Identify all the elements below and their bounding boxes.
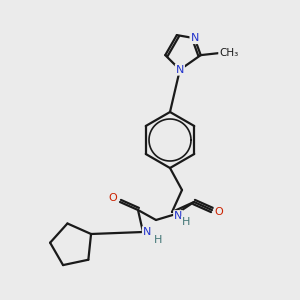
Text: N: N (176, 65, 184, 75)
Text: N: N (190, 33, 199, 43)
Text: CH₃: CH₃ (219, 48, 239, 58)
Text: H: H (182, 217, 190, 227)
Text: O: O (214, 207, 224, 217)
Text: N: N (174, 211, 182, 221)
Text: N: N (143, 227, 151, 237)
Text: H: H (154, 235, 162, 245)
Text: O: O (109, 193, 117, 203)
